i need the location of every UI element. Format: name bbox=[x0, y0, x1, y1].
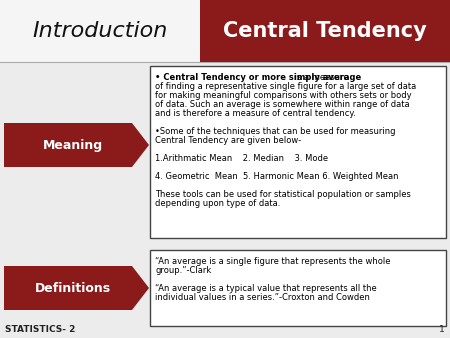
Text: individual values in a series.”-Croxton and Cowden: individual values in a series.”-Croxton … bbox=[155, 293, 370, 302]
Text: 1.Arithmatic Mean    2. Median    3. Mode: 1.Arithmatic Mean 2. Median 3. Mode bbox=[155, 154, 328, 163]
Text: Definitions: Definitions bbox=[35, 282, 111, 294]
Text: Meaning: Meaning bbox=[43, 139, 103, 151]
FancyBboxPatch shape bbox=[150, 250, 446, 326]
Text: Central Tendency are given below-: Central Tendency are given below- bbox=[155, 136, 301, 145]
Text: depending upon type of data.: depending upon type of data. bbox=[155, 199, 280, 208]
Text: STATISTICS- 2: STATISTICS- 2 bbox=[5, 325, 76, 334]
Text: “An average is a single figure that represents the whole: “An average is a single figure that repr… bbox=[155, 257, 391, 266]
Text: •Some of the techniques that can be used for measuring: •Some of the techniques that can be used… bbox=[155, 127, 396, 136]
Text: and is therefore a measure of central tendency.: and is therefore a measure of central te… bbox=[155, 109, 356, 118]
Text: These tools can be used for statistical population or samples: These tools can be used for statistical … bbox=[155, 190, 411, 199]
Text: is a measure: is a measure bbox=[292, 73, 349, 82]
FancyBboxPatch shape bbox=[200, 0, 450, 62]
Polygon shape bbox=[4, 123, 149, 167]
Text: for making meaningful comparisons with others sets or body: for making meaningful comparisons with o… bbox=[155, 91, 412, 100]
FancyBboxPatch shape bbox=[0, 0, 200, 62]
Text: 4. Geometric  Mean  5. Harmonic Mean 6. Weighted Mean: 4. Geometric Mean 5. Harmonic Mean 6. We… bbox=[155, 172, 399, 181]
Text: of data. Such an average is somewhere within range of data: of data. Such an average is somewhere wi… bbox=[155, 100, 410, 109]
Text: 1: 1 bbox=[439, 325, 445, 334]
Text: of finding a representative single figure for a large set of data: of finding a representative single figur… bbox=[155, 82, 416, 91]
Text: “An average is a typical value that represents all the: “An average is a typical value that repr… bbox=[155, 284, 377, 293]
Text: Introduction: Introduction bbox=[32, 21, 168, 41]
FancyBboxPatch shape bbox=[150, 66, 446, 238]
Text: Central Tendency: Central Tendency bbox=[223, 21, 427, 41]
Text: group.”-Clark: group.”-Clark bbox=[155, 266, 211, 275]
Text: • Central Tendency or more simply average: • Central Tendency or more simply averag… bbox=[155, 73, 361, 82]
Polygon shape bbox=[4, 266, 149, 310]
